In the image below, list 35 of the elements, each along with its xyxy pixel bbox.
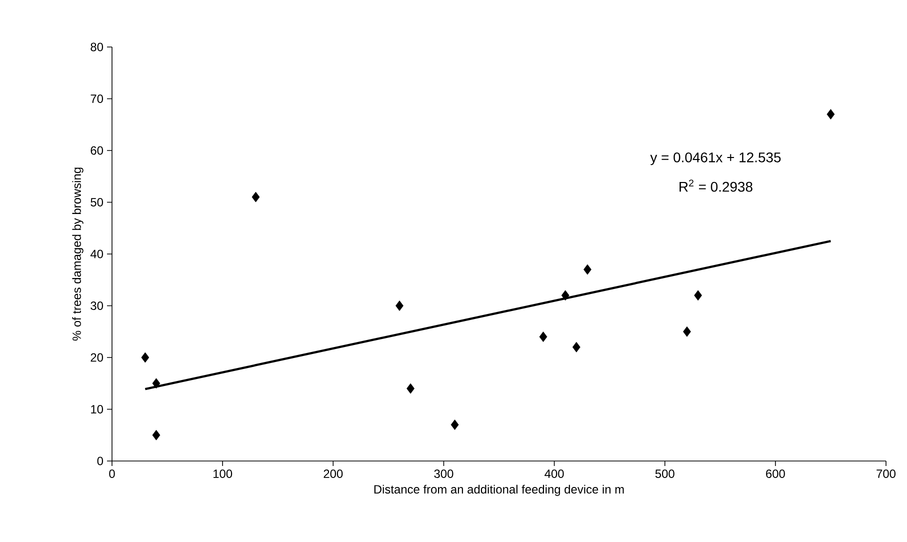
y-tick-label: 0 xyxy=(97,456,104,466)
x-tick-label: 300 xyxy=(434,470,454,478)
point xyxy=(406,383,414,394)
point xyxy=(450,420,459,430)
point xyxy=(252,192,260,202)
y-axis-title: % of trees damaged by browsing xyxy=(72,168,84,341)
point xyxy=(584,264,592,275)
point xyxy=(826,109,835,120)
y-tick-label: 50 xyxy=(90,198,104,206)
point xyxy=(539,332,548,342)
annotation: R$^{2}$ = 0.2938 xyxy=(680,180,752,192)
annotation: y = 0.0461x + 12.535 xyxy=(650,152,781,166)
y-tick-label: 10 xyxy=(91,405,104,414)
point xyxy=(141,352,150,363)
x-tick-label: 600 xyxy=(766,470,785,478)
y-tick-label: 40 xyxy=(90,250,104,258)
point xyxy=(561,290,570,301)
point xyxy=(152,430,160,440)
point xyxy=(152,378,160,389)
y-tick-label: 60 xyxy=(90,146,104,155)
x-tick-label: 400 xyxy=(544,470,564,478)
y-tick-label: 70 xyxy=(90,94,104,103)
x-axis-title: Distance from an additional feeding device in m xyxy=(374,484,624,496)
x-tick-label: 200 xyxy=(324,470,343,478)
y-tick-label: 80 xyxy=(90,42,104,52)
point xyxy=(683,326,691,337)
point xyxy=(694,290,702,301)
point xyxy=(572,342,580,352)
x-tick-label: 500 xyxy=(655,470,674,478)
point xyxy=(396,300,404,311)
y-tick-label: 20 xyxy=(90,353,104,362)
x-tick-label: 0 xyxy=(109,470,115,478)
x-tick-label: 700 xyxy=(876,470,896,478)
y-tick-label: 30 xyxy=(90,302,104,310)
x-tick-label: 100 xyxy=(214,470,232,478)
